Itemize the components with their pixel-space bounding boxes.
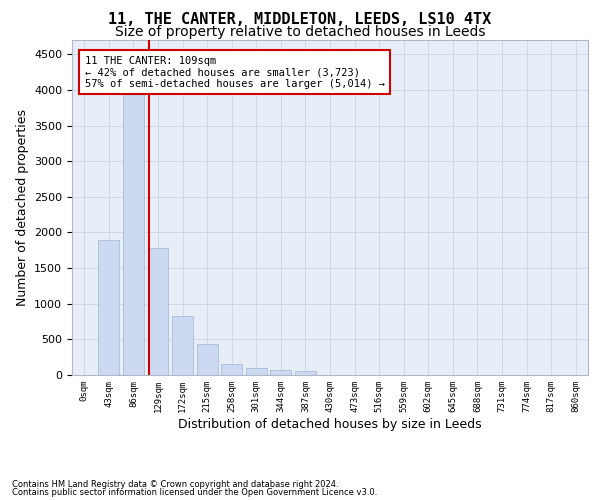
X-axis label: Distribution of detached houses by size in Leeds: Distribution of detached houses by size … [178,418,482,430]
Bar [123,54,144,375]
Bar [295,371,316,375]
Bar [197,344,218,375]
Bar [98,240,119,375]
Text: Contains HM Land Registry data © Crown copyright and database right 2024.: Contains HM Land Registry data © Crown c… [12,480,338,489]
Bar [172,316,193,375]
Text: 11 THE CANTER: 109sqm
← 42% of detached houses are smaller (3,723)
57% of semi-d: 11 THE CANTER: 109sqm ← 42% of detached … [85,56,385,89]
Text: Contains public sector information licensed under the Open Government Licence v3: Contains public sector information licen… [12,488,377,497]
Bar [148,248,169,375]
Text: 11, THE CANTER, MIDDLETON, LEEDS, LS10 4TX: 11, THE CANTER, MIDDLETON, LEEDS, LS10 4… [109,12,491,28]
Bar [271,370,292,375]
Y-axis label: Number of detached properties: Number of detached properties [16,109,29,306]
Bar [221,364,242,375]
Bar [246,368,267,375]
Text: Size of property relative to detached houses in Leeds: Size of property relative to detached ho… [115,25,485,39]
